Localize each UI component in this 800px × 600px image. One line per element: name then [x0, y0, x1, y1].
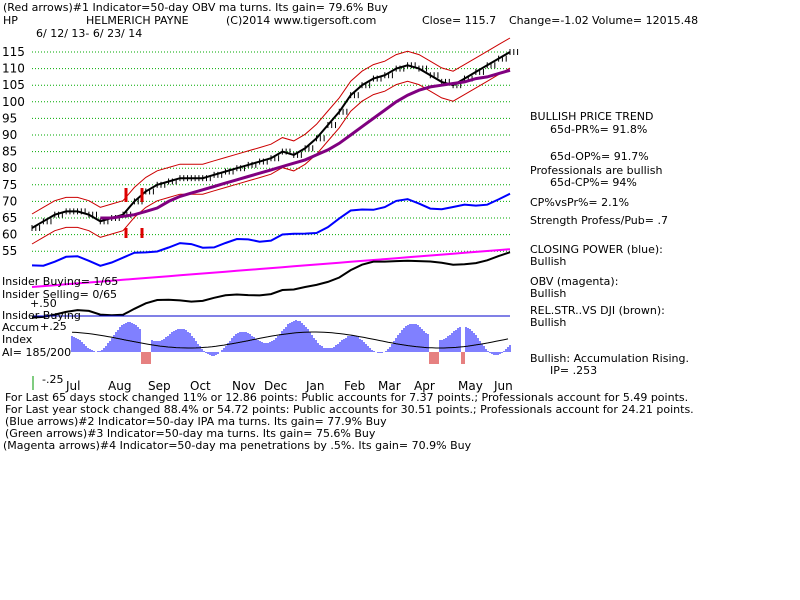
accum-ma-line	[71, 331, 509, 349]
month-label: Mar	[378, 379, 401, 393]
y-tick-label: 115	[2, 45, 25, 59]
y-tick-label: 60	[2, 228, 17, 242]
obv-label: OBV (magenta):	[530, 275, 619, 288]
footer-line-3: (Blue arrows)#2 Indicator=50-day IPA ma …	[5, 415, 387, 428]
lower-band	[31, 67, 511, 245]
strength-stat: Strength Profess/Pub= .7	[530, 214, 668, 227]
header-indicator-1: (Red arrows)#1 Indicator=50-day OBV ma t…	[3, 1, 388, 14]
price-change: Change=-1.02	[509, 14, 589, 27]
month-label: Dec	[264, 379, 287, 393]
obv-series	[31, 248, 511, 288]
closing-power-series	[31, 192, 511, 267]
obv-line	[31, 248, 511, 288]
y-tick-label: 70	[2, 194, 17, 208]
y-tick-label: 105	[2, 78, 25, 92]
month-label: Oct	[190, 379, 211, 393]
ma-line	[100, 68, 511, 220]
company-name: HELMERICH PAYNE	[86, 14, 189, 27]
price-bands	[31, 37, 511, 245]
index-label: Index	[2, 333, 33, 346]
footer-line-1: For Last 65 days stock changed 11% or 12…	[5, 391, 689, 404]
price-line	[31, 51, 511, 229]
ip-stat: IP= .253	[550, 364, 598, 377]
obv-status: Bullish	[530, 287, 567, 300]
y-tick-label: 75	[2, 178, 17, 192]
closing-power-status: Bullish	[530, 255, 567, 268]
month-label: Aug	[108, 379, 131, 393]
relstr-status: Bullish	[530, 316, 567, 329]
closing-power-label: CLOSING POWER (blue):	[530, 243, 663, 256]
cpvspr-stat: CP%vsPr%= 2.1%	[530, 196, 630, 209]
insider-buying-label: Insider Buying	[2, 309, 81, 322]
footer-line-4: (Green arrows)#3 Indicator=50-day ma tur…	[5, 427, 376, 440]
relstr-label: REL.STR..VS DJI (brown):	[530, 304, 665, 317]
acc-scale-m25: -.25	[42, 373, 64, 386]
month-label: Sep	[148, 379, 171, 393]
x-axis-months: Jul Aug Sep Oct Nov Dec Jan Feb Mar Apr May Jun	[32, 376, 513, 393]
month-label: Jul	[65, 379, 80, 393]
footer-line-2: For Last year stock changed 88.4% or 54.…	[5, 403, 694, 416]
price-series	[31, 49, 519, 231]
ticker: HP	[3, 14, 18, 27]
trend-title: BULLISH PRICE TREND	[530, 110, 654, 123]
insider-selling: Insider Selling= 0/65	[2, 288, 118, 301]
accum-status: Bullish: Accumulation Rising.	[530, 352, 689, 365]
volume: Volume= 12015.48	[592, 14, 699, 27]
y-tick-label: 90	[2, 128, 17, 142]
y-tick-label: 100	[2, 95, 25, 109]
cp-stat: 65d-CP%= 94%	[550, 176, 637, 189]
relstr-series	[31, 251, 511, 319]
y-axis-ticks: 115 110 105 100 95 90 85 80 75 70 65 60 55	[2, 45, 25, 258]
ma-series	[100, 68, 511, 220]
pr-stat: 65d-PR%= 91.8%	[550, 123, 648, 136]
signal-arrows	[124, 188, 144, 238]
y-tick-label: 55	[2, 244, 17, 258]
close-price: Close= 115.7	[422, 14, 497, 27]
acc-scale-p50: +.50	[30, 297, 57, 310]
ai-stat: AI= 185/200	[2, 346, 72, 359]
professionals-status: Professionals are bullish	[530, 164, 663, 177]
y-tick-label: 110	[2, 62, 25, 76]
y-tick-label: 85	[2, 145, 17, 159]
month-label: May	[458, 379, 483, 393]
y-tick-label: 95	[2, 111, 17, 125]
month-label: Jan	[305, 379, 325, 393]
accum-label: Accum	[2, 321, 40, 334]
relstr-line	[31, 251, 511, 319]
y-tick-label: 65	[2, 211, 17, 225]
month-label: Apr	[414, 379, 435, 393]
accum-index-series	[32, 315, 511, 364]
month-label: Feb	[344, 379, 365, 393]
date-range: 6/ 12/ 13- 6/ 23/ 14	[36, 27, 143, 40]
footer-line-5: (Magenta arrows)#4 Indicator=50-day ma p…	[3, 439, 472, 452]
y-tick-label: 80	[2, 161, 17, 175]
op-stat: 65d-OP%= 91.7%	[550, 150, 649, 163]
month-label: Nov	[232, 379, 255, 393]
insider-buying: Insider Buying= 1/65	[2, 275, 119, 288]
closing-power-line	[31, 192, 511, 267]
upper-band	[31, 37, 511, 215]
copyright: (C)2014 www.tigersoft.com	[226, 14, 377, 27]
month-label: Jun	[493, 379, 513, 393]
acc-scale-p25: +.25	[40, 320, 67, 333]
